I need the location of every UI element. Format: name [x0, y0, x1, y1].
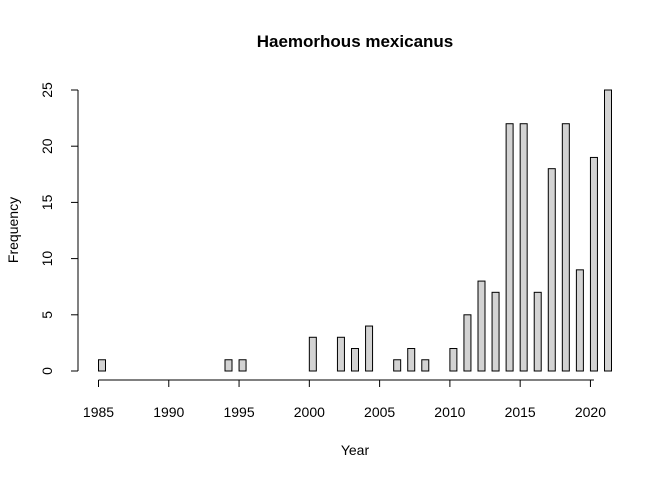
bar-2013 — [491, 291, 500, 372]
bar-2016 — [533, 291, 542, 372]
bar-1994 — [224, 359, 233, 372]
bar-2015 — [519, 123, 528, 372]
x-tick-label-2015: 2015 — [505, 404, 536, 420]
bar-2003 — [351, 348, 359, 372]
x-tick-label-2005: 2005 — [364, 404, 395, 420]
bar-1985 — [98, 359, 106, 372]
bar-2019 — [575, 269, 584, 372]
bar-2010 — [449, 348, 458, 372]
y-tick-label-20: 20 — [39, 138, 55, 154]
y-axis: 0 5 10 15 20 25 — [39, 82, 79, 375]
x-tick-label-1995: 1995 — [223, 404, 254, 420]
y-tick-label-15: 15 — [39, 194, 55, 210]
y-axis-label: Frequency — [5, 197, 21, 263]
bar-2021 — [604, 89, 612, 372]
bar-2004 — [365, 325, 374, 372]
bar-2002 — [336, 336, 345, 372]
bar-2000 — [308, 336, 317, 372]
bar-1995 — [238, 359, 247, 372]
y-tick-label-0: 0 — [39, 367, 55, 375]
x-tick-label-1990: 1990 — [153, 404, 184, 420]
chart-title: Haemorhous mexicanus — [257, 32, 454, 51]
x-tick-label-2000: 2000 — [294, 404, 325, 420]
bar-2008 — [421, 359, 430, 372]
bar-2018 — [561, 123, 570, 372]
bar-2007 — [407, 348, 416, 372]
bar-2014 — [505, 123, 514, 372]
x-axis: 1985 1990 1995 2000 2005 2010 2015 2020 — [83, 379, 606, 420]
y-tick-label-25: 25 — [39, 82, 55, 98]
bar-2020 — [589, 156, 598, 372]
y-tick-label-10: 10 — [39, 251, 55, 267]
bar-2011 — [463, 314, 472, 372]
bars-group — [98, 89, 612, 372]
bar-2012 — [477, 280, 486, 372]
x-axis-label: Year — [341, 442, 370, 458]
bar-2006 — [393, 359, 402, 372]
y-tick-label-5: 5 — [39, 311, 55, 319]
x-tick-label-1985: 1985 — [83, 404, 114, 420]
bar-2017 — [547, 168, 556, 372]
x-tick-label-2020: 2020 — [575, 404, 606, 420]
x-tick-label-2010: 2010 — [434, 404, 465, 420]
